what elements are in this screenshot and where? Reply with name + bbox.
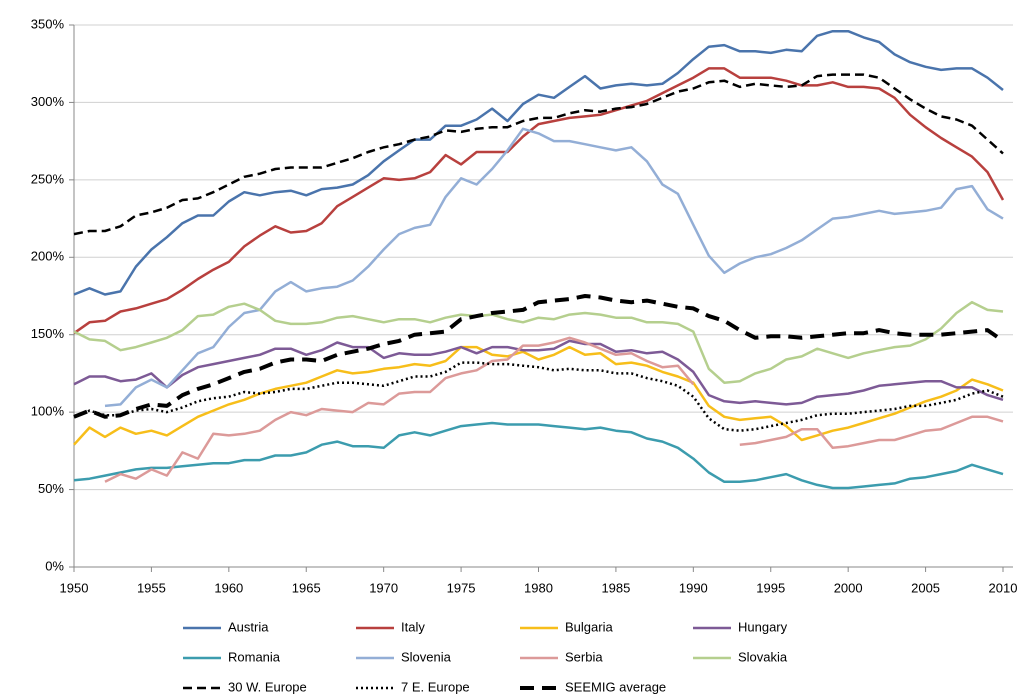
x-tick-label: 1985 xyxy=(601,580,630,595)
series-line xyxy=(73,67,1005,335)
x-tick-label: 2010 xyxy=(989,580,1018,595)
series-line xyxy=(73,73,1004,236)
legend-label: Serbia xyxy=(565,649,603,664)
y-tick-label: 250% xyxy=(31,171,65,186)
x-tick-label: 1955 xyxy=(137,580,166,595)
x-tick-label: 2005 xyxy=(911,580,940,595)
series-line xyxy=(73,361,1004,432)
series-line xyxy=(73,294,1005,419)
legend-label: 7 E. Europe xyxy=(401,679,470,694)
series-line xyxy=(104,336,695,483)
x-tick-label: 1980 xyxy=(524,580,553,595)
series-line xyxy=(73,345,1004,446)
x-tick-label: 1975 xyxy=(447,580,476,595)
legend-label: Slovakia xyxy=(738,649,788,664)
series-line xyxy=(739,415,1004,450)
legend-label: Italy xyxy=(401,619,425,634)
series-line xyxy=(73,421,1004,490)
y-tick-label: 150% xyxy=(31,326,65,341)
legend-label: Slovenia xyxy=(401,649,452,664)
legend-label: Hungary xyxy=(738,619,788,634)
legend-label: Bulgaria xyxy=(565,619,613,634)
legend-label: Austria xyxy=(228,619,269,634)
x-tick-label: 1990 xyxy=(679,580,708,595)
series-line xyxy=(104,127,1004,408)
y-tick-label: 350% xyxy=(31,16,65,31)
x-tick-label: 1970 xyxy=(369,580,398,595)
y-tick-label: 100% xyxy=(31,404,65,419)
x-tick-label: 1965 xyxy=(292,580,321,595)
legend-label: 30 W. Europe xyxy=(228,679,307,694)
y-tick-label: 200% xyxy=(31,249,65,264)
series-line xyxy=(73,29,1004,296)
x-tick-label: 1995 xyxy=(756,580,785,595)
series-line xyxy=(73,300,1004,384)
series-line xyxy=(73,339,1004,406)
x-tick-label: 1960 xyxy=(214,580,243,595)
x-tick-label: 2000 xyxy=(834,580,863,595)
y-tick-label: 50% xyxy=(38,481,64,496)
x-tick-label: 1950 xyxy=(60,580,89,595)
y-tick-label: 0% xyxy=(45,558,64,573)
y-tick-label: 300% xyxy=(31,94,65,109)
legend-label: Romania xyxy=(228,649,281,664)
legend-label: SEEMIG average xyxy=(565,679,666,694)
